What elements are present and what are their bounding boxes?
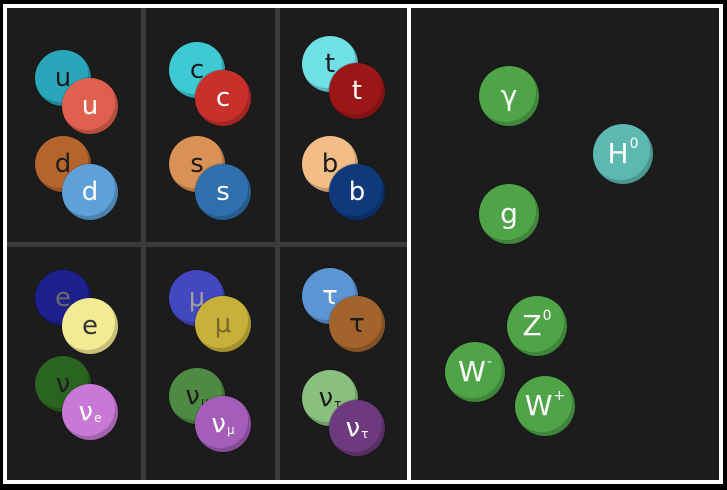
higgs-superscript: 0 bbox=[629, 136, 639, 152]
bottom-antiparticle-symbol: b bbox=[348, 177, 366, 207]
muon-neutrino-antiparticle-subscript: μ bbox=[226, 423, 235, 437]
tau-particle-symbol: τ bbox=[322, 281, 338, 311]
z-boson-superscript: 0 bbox=[542, 308, 552, 324]
bottom-particle-symbol: b bbox=[321, 149, 339, 179]
boson-panel: γ H 0 g Z 0 W - W + bbox=[407, 4, 723, 484]
strange-antiparticle: s bbox=[195, 164, 251, 220]
w-plus-boson-superscript: + bbox=[553, 388, 566, 404]
strange-particle-symbol: s bbox=[190, 149, 204, 179]
charm-particle-symbol: c bbox=[189, 55, 205, 85]
up-antiparticle-symbol: u bbox=[81, 91, 99, 121]
electron-neutrino-antiparticle-symbol: ν bbox=[78, 397, 94, 427]
photon: γ bbox=[479, 66, 539, 126]
muon-antiparticle: μ bbox=[195, 296, 251, 352]
electron-neutrino-antiparticle-subscript: e bbox=[94, 411, 102, 425]
w-plus-boson-symbol: W bbox=[524, 389, 553, 422]
electron-neutrino-particle-symbol: ν bbox=[55, 369, 71, 399]
electron-antiparticle: e bbox=[62, 298, 118, 354]
down-particle-symbol: d bbox=[54, 149, 72, 179]
tau-neutrino-particle-subscript: τ bbox=[334, 397, 342, 411]
charm-antiparticle-symbol: c bbox=[215, 83, 231, 113]
z-boson-symbol: Z bbox=[522, 309, 542, 342]
tau-antiparticle: τ bbox=[329, 296, 385, 352]
fermion-panel: uuddccssttbbeeννeμμνμνμττντντ bbox=[3, 4, 412, 484]
muon-antiparticle-symbol: μ bbox=[214, 309, 232, 339]
muon-neutrino-antiparticle-symbol: ν bbox=[211, 409, 226, 439]
tau-neutrino-antiparticle-subscript: τ bbox=[361, 427, 369, 441]
w-minus-boson-symbol: W bbox=[458, 355, 486, 388]
up-antiparticle: u bbox=[62, 78, 118, 134]
tau-antiparticle-symbol: τ bbox=[349, 309, 365, 339]
muon-neutrino-particle-symbol: ν bbox=[185, 381, 200, 411]
gluon-symbol: g bbox=[500, 197, 518, 230]
gluon: g bbox=[479, 184, 539, 244]
top-particle-symbol: t bbox=[324, 49, 336, 79]
electron-particle-symbol: e bbox=[55, 283, 71, 313]
down-antiparticle-symbol: d bbox=[81, 177, 99, 207]
tau-neutrino-antiparticle-symbol: ν bbox=[345, 413, 361, 443]
down-antiparticle: d bbox=[62, 164, 118, 220]
strange-antiparticle-symbol: s bbox=[216, 177, 230, 207]
charm-antiparticle: c bbox=[195, 70, 251, 126]
w-minus-boson-superscript: - bbox=[486, 354, 492, 370]
higgs-symbol: H bbox=[607, 137, 629, 170]
up-particle-symbol: u bbox=[54, 63, 72, 93]
top-antiparticle: t bbox=[329, 63, 385, 119]
w-plus-boson: W + bbox=[515, 376, 575, 436]
tau-neutrino-particle-symbol: ν bbox=[318, 383, 334, 413]
photon-symbol: γ bbox=[500, 79, 518, 112]
electron-antiparticle-symbol: e bbox=[82, 311, 98, 341]
top-antiparticle-symbol: t bbox=[351, 76, 363, 106]
grid-divider-horizontal bbox=[7, 242, 408, 247]
bottom-antiparticle: b bbox=[329, 164, 385, 220]
w-minus-boson: W- bbox=[445, 342, 505, 402]
